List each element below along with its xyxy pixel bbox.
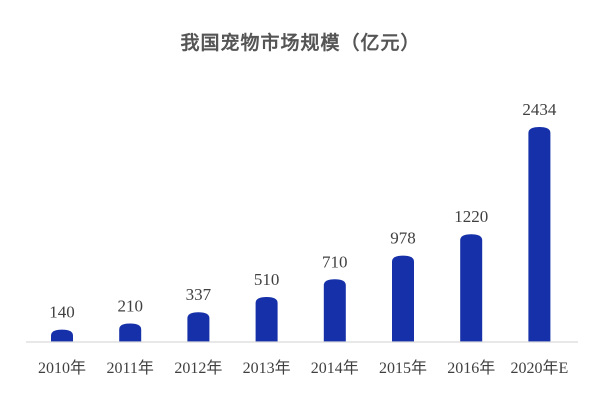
bar-2010年 — [51, 329, 73, 342]
category-label-2020年E: 2020年E — [511, 359, 569, 377]
category-label-2012年: 2012年 — [174, 359, 222, 377]
labels-layer: 140 2010年 210 2011年 337 2012年 510 2013年 710 2014年… — [38, 100, 568, 377]
category-label-2011年: 2011年 — [106, 359, 153, 377]
value-label-2011年: 210 — [117, 296, 143, 315]
value-label-2012年: 337 — [186, 285, 212, 304]
value-label-2014年: 710 — [322, 252, 348, 271]
value-label-2010年: 140 — [49, 303, 75, 322]
bar-2014年 — [323, 279, 346, 342]
bar-2015年 — [392, 255, 414, 342]
bar-2020年E — [528, 127, 551, 342]
bar-2011年 — [119, 323, 142, 342]
chart-title: 我国宠物市场规模（亿元） — [180, 32, 421, 54]
bars-layer — [51, 127, 551, 342]
category-label-2014年: 2014年 — [311, 359, 359, 377]
value-label-2016年: 1220 — [454, 207, 488, 226]
category-label-2013年: 2013年 — [243, 359, 291, 377]
value-label-2020年E: 2434 — [522, 100, 557, 119]
category-label-2010年: 2010年 — [38, 359, 86, 377]
value-label-2013年: 510 — [254, 270, 280, 289]
bar-2012年 — [187, 312, 210, 342]
value-label-2015年: 978 — [390, 229, 416, 248]
bar-2013年 — [255, 296, 278, 342]
category-label-2016年: 2016年 — [447, 359, 495, 377]
category-label-2015年: 2015年 — [379, 359, 427, 377]
bar-2016年 — [460, 234, 483, 342]
